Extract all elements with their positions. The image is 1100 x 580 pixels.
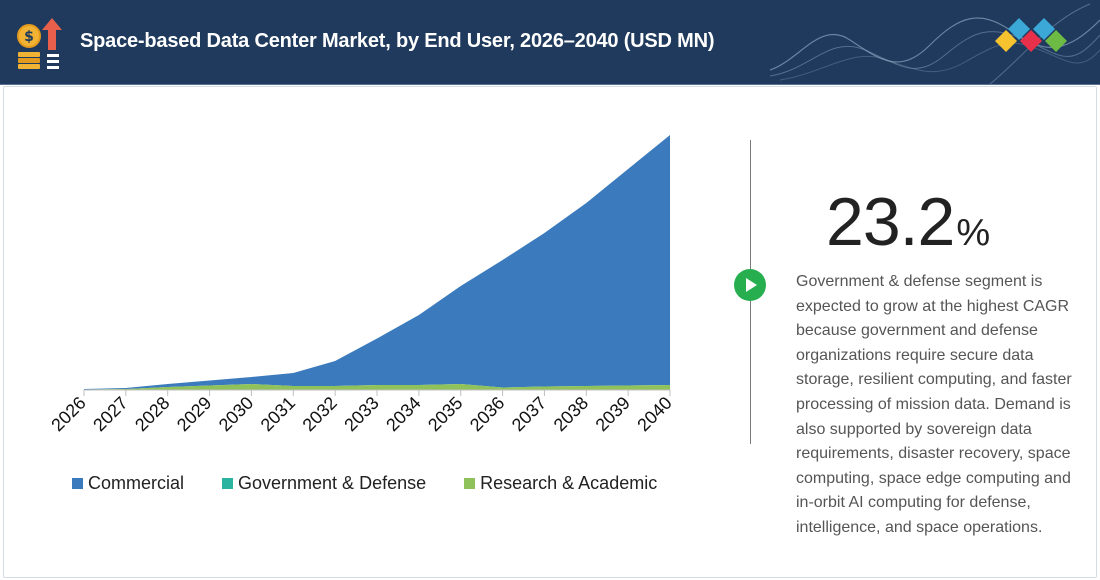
area-series-research-academic <box>84 384 670 390</box>
header-bar: $ Space-based Data Center Market, by End… <box>0 0 1100 85</box>
x-tick-label: 2037 <box>508 393 550 435</box>
cagr-unit: % <box>956 212 991 254</box>
legend-label-government-defense: Government & Defense <box>238 473 427 493</box>
play-icon <box>734 269 766 301</box>
coins-arrow-up-icon: $ <box>17 18 62 69</box>
x-tick-label: 2035 <box>424 393 466 435</box>
cagr-value: 23.2 <box>826 184 955 260</box>
x-tick-label: 2026 <box>47 393 89 435</box>
legend-label-commercial: Commercial <box>88 473 185 493</box>
svg-text:$: $ <box>24 29 34 45</box>
legend-item-government-defense: Government & Defense <box>222 473 426 494</box>
legend-swatch-research-academic <box>464 478 476 489</box>
chart-legend: Commercial Government & Defense Research… <box>72 473 695 494</box>
legend-item-commercial: Commercial <box>72 473 184 494</box>
x-tick-label: 2032 <box>299 393 341 435</box>
legend-swatch-government-defense <box>222 478 234 489</box>
x-tick-label: 2036 <box>466 393 508 435</box>
area-series-commercial <box>84 135 670 390</box>
x-tick-label: 2039 <box>592 393 634 435</box>
x-tick-label: 2031 <box>257 393 299 435</box>
legend-swatch-commercial <box>72 478 83 489</box>
x-tick-label: 2027 <box>89 393 131 435</box>
legend-item-research-academic: Research & Academic <box>464 473 657 494</box>
legend-label-research-academic: Research & Academic <box>480 473 658 493</box>
x-tick-label: 2029 <box>173 393 215 435</box>
x-tick-label: 2030 <box>215 393 257 435</box>
callout-description: Government & defense segment is expected… <box>796 273 1072 536</box>
page-title: Space-based Data Center Market, by End U… <box>80 30 715 52</box>
cagr-stat: 23.2% <box>826 188 990 256</box>
x-tick-label: 2033 <box>340 393 382 435</box>
x-tick-label: 2028 <box>131 393 173 435</box>
x-tick-label: 2040 <box>633 393 675 435</box>
diamond-cluster-logo <box>995 18 1067 52</box>
x-tick-label: 2034 <box>382 393 424 435</box>
x-tick-label: 2038 <box>550 393 592 435</box>
